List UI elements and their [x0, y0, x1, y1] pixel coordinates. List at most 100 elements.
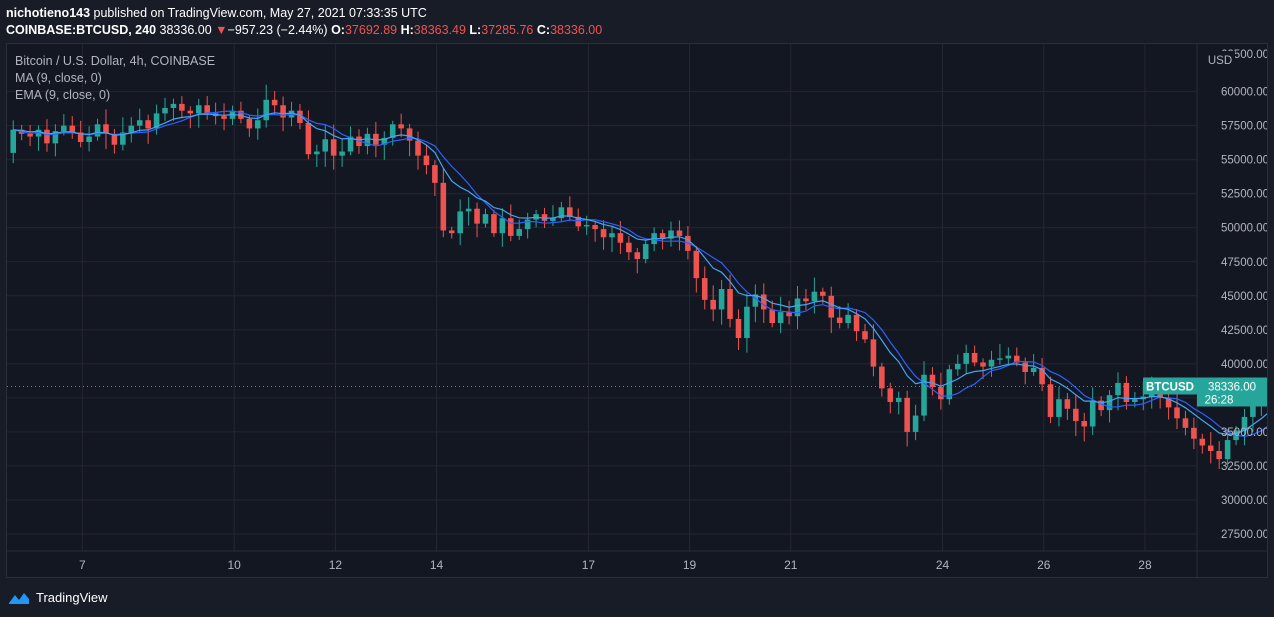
candle-body[interactable]: [803, 298, 809, 302]
candle-body[interactable]: [1047, 384, 1054, 417]
candle-body[interactable]: [153, 113, 160, 129]
candle-body[interactable]: [86, 136, 92, 142]
candle-body[interactable]: [136, 120, 143, 126]
candle-body[interactable]: [128, 125, 135, 133]
candle-body[interactable]: [1115, 382, 1121, 396]
candle-body[interactable]: [305, 122, 312, 155]
price-badge[interactable]: [1197, 377, 1267, 407]
symbol-badge[interactable]: [1143, 377, 1197, 395]
candle-body[interactable]: [794, 298, 801, 317]
candle-body[interactable]: [609, 233, 615, 238]
candle-body[interactable]: [971, 352, 978, 363]
price-chart[interactable]: 27500.0030000.0032500.0035000.0037500.00…: [7, 44, 1274, 577]
candle-body[interactable]: [642, 244, 649, 260]
candle-body[interactable]: [583, 225, 590, 227]
candle-body[interactable]: [938, 386, 944, 400]
candle-body[interactable]: [187, 110, 194, 114]
candle-body[interactable]: [836, 317, 843, 324]
candle-body[interactable]: [406, 128, 413, 141]
candle-body[interactable]: [980, 362, 986, 367]
candle-body[interactable]: [1174, 407, 1180, 419]
candle-body[interactable]: [1098, 400, 1104, 411]
candle-body[interactable]: [255, 120, 261, 129]
ma-line[interactable]: [13, 110, 1274, 438]
candle-body[interactable]: [111, 133, 118, 145]
candle-body[interactable]: [626, 242, 632, 253]
candle-body[interactable]: [1081, 421, 1088, 427]
candle-body[interactable]: [263, 99, 269, 121]
candle-body[interactable]: [179, 103, 185, 111]
candle-body[interactable]: [35, 129, 42, 137]
candle-body[interactable]: [246, 118, 253, 129]
candle-body[interactable]: [1106, 395, 1113, 411]
candle-body[interactable]: [744, 306, 750, 338]
candle-body[interactable]: [1216, 450, 1222, 460]
candle-body[interactable]: [912, 415, 919, 432]
candle-body[interactable]: [103, 124, 109, 134]
candle-body[interactable]: [659, 233, 666, 239]
candle-body[interactable]: [668, 230, 674, 239]
candle-body[interactable]: [465, 208, 472, 212]
candle-body[interactable]: [423, 155, 430, 166]
publisher-name[interactable]: nichotieno143: [6, 6, 91, 20]
candle-body[interactable]: [1224, 440, 1231, 460]
legend-ma[interactable]: MA (9, close, 0): [15, 71, 102, 85]
candle-body[interactable]: [10, 129, 16, 153]
candle-body[interactable]: [820, 291, 826, 296]
candle-body[interactable]: [1056, 399, 1062, 417]
candle-body[interactable]: [946, 369, 953, 400]
candle-body[interactable]: [381, 137, 388, 145]
candle-body[interactable]: [1039, 367, 1045, 385]
candle-body[interactable]: [1123, 382, 1130, 402]
candle-body[interactable]: [718, 288, 725, 310]
candle-body[interactable]: [786, 312, 792, 317]
candle-body[interactable]: [954, 363, 961, 370]
candle-body[interactable]: [963, 352, 969, 364]
candle-body[interactable]: [1064, 399, 1071, 409]
candle-body[interactable]: [887, 388, 894, 402]
candle-body[interactable]: [895, 397, 902, 402]
candle-body[interactable]: [1165, 397, 1172, 408]
candle-body[interactable]: [634, 252, 641, 260]
candle-body[interactable]: [1089, 400, 1096, 427]
candle-body[interactable]: [735, 318, 742, 338]
candle-body[interactable]: [120, 132, 126, 145]
candle-body[interactable]: [1005, 355, 1012, 359]
candle-body[interactable]: [997, 358, 1003, 360]
candle-body[interactable]: [701, 278, 708, 300]
candle-body[interactable]: [373, 133, 379, 145]
candle-body[interactable]: [600, 229, 607, 238]
candle-body[interactable]: [347, 136, 354, 152]
legend-ema[interactable]: EMA (9, close, 0): [15, 88, 111, 102]
candle-body[interactable]: [870, 339, 877, 367]
candle-body[interactable]: [280, 105, 286, 118]
candle-body[interactable]: [929, 374, 936, 387]
candle-body[interactable]: [879, 366, 885, 389]
candle-body[interactable]: [162, 107, 168, 114]
candle-body[interactable]: [921, 374, 927, 416]
candle-body[interactable]: [693, 250, 700, 279]
candle-body[interactable]: [364, 133, 371, 147]
currency-tag[interactable]: [1205, 51, 1235, 68]
ema-line[interactable]: [13, 112, 1274, 436]
candle-body[interactable]: [204, 105, 210, 114]
candle-body[interactable]: [769, 309, 775, 324]
candle-body[interactable]: [853, 314, 860, 332]
candle-body[interactable]: [1022, 362, 1028, 373]
candle-body[interactable]: [145, 120, 151, 129]
candle-body[interactable]: [389, 124, 396, 138]
candle-body[interactable]: [567, 207, 573, 217]
tradingview-footer[interactable]: TradingView: [8, 590, 108, 605]
candle-body[interactable]: [27, 133, 33, 137]
candle-body[interactable]: [1191, 427, 1197, 439]
candle-body[interactable]: [170, 103, 177, 108]
candle-body[interactable]: [1132, 399, 1138, 402]
candle-body[interactable]: [499, 218, 506, 234]
candle-body[interactable]: [1030, 367, 1037, 373]
candle-body[interactable]: [440, 182, 447, 231]
candle-body[interactable]: [398, 124, 404, 129]
candle-body[interactable]: [94, 124, 101, 137]
candle-body[interactable]: [575, 216, 582, 227]
candle-body[interactable]: [558, 207, 565, 219]
candle-body[interactable]: [988, 359, 995, 367]
